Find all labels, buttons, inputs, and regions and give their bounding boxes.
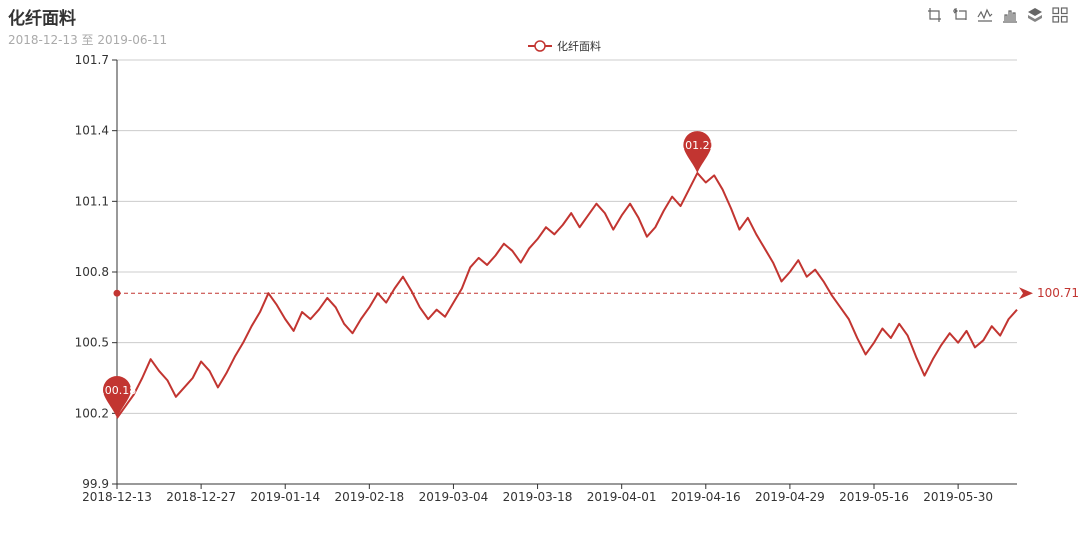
chart-title: 化纤面料: [8, 9, 76, 29]
legend-marker: [534, 40, 546, 52]
zoom-reset-icon[interactable]: [951, 6, 968, 23]
chart-subtitle: 2018-12-13 至 2019-06-11: [8, 33, 168, 47]
y-tick-label: 100.2: [75, 406, 109, 420]
x-tick-label: 2019-04-29: [755, 490, 825, 504]
mark-point-pin: [683, 131, 712, 174]
grid-icon[interactable]: [1051, 6, 1068, 23]
series-line: [116, 172, 1018, 419]
y-tick-label: 99.9: [82, 477, 109, 491]
x-tick-label: 2019-05-16: [839, 490, 909, 504]
y-tick-label: 100.8: [75, 265, 109, 279]
x-tick-label: 2019-04-16: [671, 490, 741, 504]
y-tick-label: 100.5: [75, 336, 109, 350]
x-tick-label: 2019-03-18: [503, 490, 573, 504]
mark-point-pin: [103, 376, 131, 419]
y-tick-label: 101.4: [75, 124, 109, 138]
y-tick-label: 101.7: [75, 53, 109, 67]
x-tick-label: 2019-05-30: [923, 490, 993, 504]
zoom-icon[interactable]: [926, 6, 943, 23]
bar-chart-icon[interactable]: [1001, 6, 1018, 23]
x-tick-label: 2018-12-27: [166, 490, 236, 504]
x-tick-label: 2019-02-18: [334, 490, 404, 504]
x-tick-label: 2019-03-04: [419, 490, 489, 504]
mark-point-label: 100.18: [98, 384, 137, 397]
average-line-start: [113, 289, 121, 297]
toolbox: [926, 6, 1068, 23]
average-line-label: 100.71: [1037, 286, 1079, 300]
average-line-arrow: [1019, 287, 1033, 300]
legend-label: 化纤面料: [557, 39, 601, 53]
x-tick-label: 2019-01-14: [250, 490, 320, 504]
line-chart-icon[interactable]: [976, 6, 993, 23]
y-tick-label: 101.1: [75, 194, 109, 208]
x-tick-label: 2019-04-01: [587, 490, 657, 504]
stack-icon[interactable]: [1026, 6, 1043, 23]
x-tick-label: 2018-12-13: [82, 490, 152, 504]
mark-point-label: 101.22: [678, 139, 717, 152]
